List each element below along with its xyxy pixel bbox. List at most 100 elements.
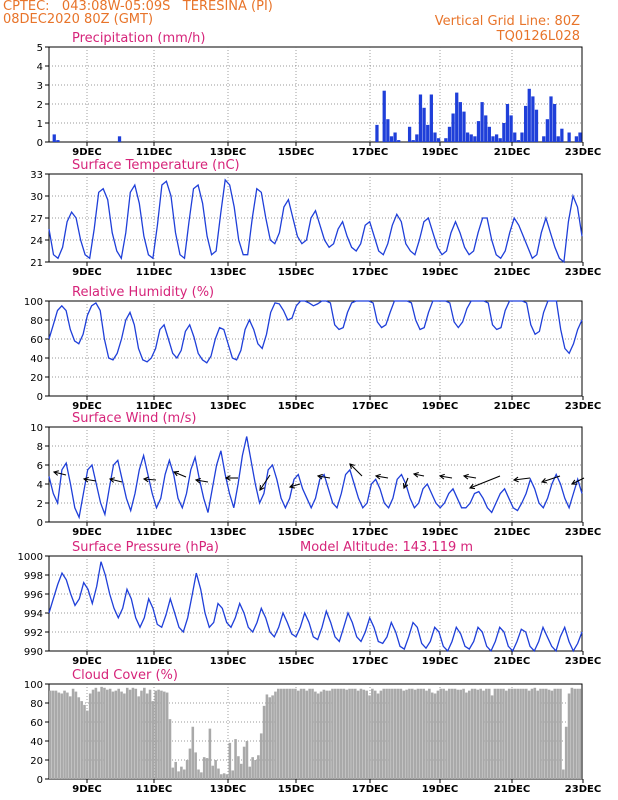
cloud-bar: [539, 688, 542, 779]
precip-bar: [491, 136, 495, 142]
wind-direction-arrow: [83, 478, 97, 482]
wind-xtick-label: 17DEC: [352, 527, 388, 538]
temp-xtick-label: 21DEC: [494, 267, 530, 278]
cloud-bar: [388, 688, 391, 779]
cloud-bar: [533, 687, 537, 779]
cloud-bar: [291, 688, 294, 779]
cloud-bar: [339, 688, 343, 779]
cloud-bar: [510, 688, 514, 779]
cloud-bar: [456, 689, 460, 779]
rh-ytick-label: 0: [37, 392, 43, 403]
precip-bar: [498, 138, 502, 142]
precip-bar: [484, 115, 488, 142]
cloud-bar: [191, 726, 195, 779]
cloud-bar: [536, 690, 539, 779]
rh-ytick-label: 60: [30, 335, 43, 346]
cloud-bar: [222, 773, 226, 779]
pres-xtick-label: 11DEC: [136, 656, 172, 667]
wind-xtick-label: 23DEC: [565, 527, 601, 538]
precip-bar: [382, 90, 386, 142]
precip-bar: [578, 132, 582, 142]
precip-bar: [422, 107, 426, 142]
cloud-xtick-label: 23DEC: [565, 784, 601, 795]
wind-direction-arrow: [403, 477, 409, 489]
precip-xtick-label: 23DEC: [565, 147, 601, 158]
cloud-xtick-label: 11DEC: [136, 784, 172, 795]
wind-direction-arrow: [513, 477, 531, 481]
precip-ytick-label: 2: [37, 100, 43, 111]
cloud-bar: [473, 688, 477, 779]
precip-bar: [509, 115, 513, 142]
cloud-bar: [559, 688, 562, 779]
precip-bar: [545, 119, 550, 142]
cloud-bar: [251, 757, 254, 779]
cloud-ytick-label: 60: [30, 718, 43, 729]
wind-direction-arrow: [259, 474, 271, 491]
wind-direction-arrow: [173, 471, 187, 478]
cloud-bar: [174, 761, 177, 779]
cloud-bar: [376, 693, 380, 779]
cloud-bar: [83, 704, 86, 779]
pres-xtick-label: 15DEC: [278, 656, 314, 667]
cloud-bar: [428, 688, 431, 779]
precip-bar: [494, 134, 499, 142]
wind-ytick-label: 2: [37, 499, 43, 510]
wind-arrow-head: [462, 473, 469, 480]
precip-bar: [476, 121, 481, 142]
temp-ytick-label: 33: [30, 170, 43, 181]
wind-xtick-label: 21DEC: [494, 527, 530, 538]
header-code: TQ0126L028: [496, 29, 580, 44]
precip-bar: [531, 96, 535, 142]
cloud-bar: [573, 688, 577, 779]
cloud-bar: [513, 688, 517, 779]
cloud-bar: [396, 688, 400, 779]
wind-direction-arrow: [143, 478, 157, 481]
precip-bar: [462, 111, 466, 142]
rh-ytick-label: 100: [24, 297, 43, 308]
cloud-bar: [194, 752, 197, 779]
pres-ytick-label: 994: [24, 609, 43, 620]
cloud-bar: [408, 688, 411, 779]
cloud-bar: [413, 689, 417, 779]
cloud-bar: [422, 688, 425, 779]
cloud-bar: [182, 769, 186, 779]
wind-arrow-head: [259, 484, 265, 491]
precip-bar: [542, 136, 546, 142]
temp-xtick-label: 13DEC: [210, 267, 246, 278]
cloud-bar: [445, 690, 448, 779]
cloud-bar: [425, 690, 428, 779]
cloud-bar: [148, 689, 152, 779]
temp-ytick-label: 30: [30, 192, 43, 203]
rh-frame: [48, 300, 583, 397]
wind-direction-arrow: [289, 483, 301, 488]
cloud-bar: [88, 693, 92, 779]
cloud-bar: [328, 690, 331, 779]
cloud-bar: [564, 726, 568, 779]
cloud-bar: [140, 690, 143, 779]
cloud-bar: [490, 695, 494, 779]
pres-ytick-label: 996: [24, 590, 43, 601]
wind-direction-arrow: [195, 479, 209, 483]
precip-bar: [436, 138, 441, 142]
precip-bar: [523, 105, 528, 142]
wind-frame: [48, 426, 583, 523]
precip-ytick-label: 1: [37, 119, 43, 130]
wind-direction-arrow: [413, 473, 425, 477]
cloud-bar: [143, 687, 146, 779]
cloud-bar: [237, 756, 240, 779]
cloud-bar: [562, 769, 565, 779]
cloud-bar: [106, 689, 109, 779]
precip-xtick-label: 9DEC: [72, 147, 101, 158]
cloud-bar: [553, 688, 557, 779]
cloud-bar: [205, 758, 209, 779]
cloud-bar: [485, 688, 488, 779]
cloud-xtick-label: 13DEC: [210, 784, 246, 795]
wind-arrow-head: [438, 473, 445, 480]
cloud-bar: [288, 688, 291, 779]
precip-frame: [48, 46, 583, 143]
cloud-bar: [151, 701, 155, 779]
cloud-bar: [180, 766, 183, 779]
cloud-bar: [277, 688, 280, 779]
cloud-bar: [120, 691, 123, 779]
